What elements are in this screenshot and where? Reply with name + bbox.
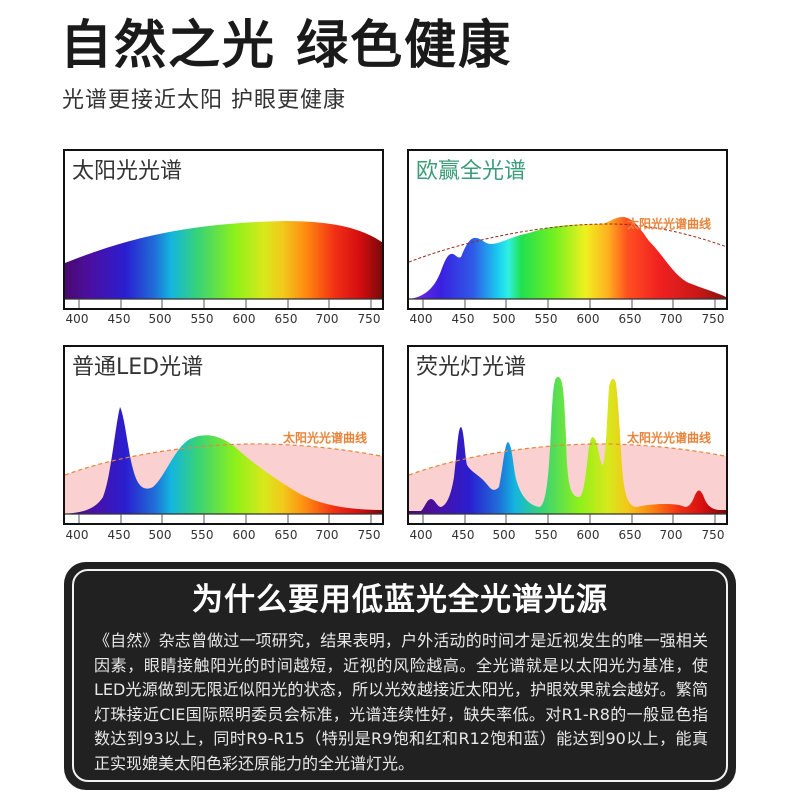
- info-body: 《自然》杂志曾做过一项研究，结果表明，户外活动的时间才是近视发生的唯一强相关因素…: [94, 631, 708, 773]
- x-axis-ticks: 400 450 500 550 600 650 700 750: [409, 528, 725, 542]
- fluorescent-spectrum-panel: 荧光灯光谱 太阳光光谱曲线: [407, 345, 728, 525]
- info-box-frame: 为什么要用低蓝光全光谱光源 《自然》杂志曾做过一项研究，结果表明，户外活动的时间…: [72, 569, 728, 782]
- x-axis-ticks: 400 450 500 550 600 650 700 750: [65, 528, 381, 542]
- ouying-spectrum-chart: [409, 217, 726, 308]
- led-spectrum-panel: 普通LED光谱 太阳光光谱曲线: [63, 345, 384, 525]
- panel-title: 荧光灯光谱: [416, 355, 527, 380]
- sunlight-spectrum-panel: 太阳光光谱: [63, 149, 384, 310]
- ouying-spectrum-panel: 欧赢全光谱 太阳光光谱曲线: [407, 149, 728, 310]
- panel-title: 普通LED光谱: [72, 355, 204, 380]
- sun-curve-label: 太阳光光谱曲线: [627, 431, 712, 445]
- panel-title: 欧赢全光谱: [416, 159, 527, 184]
- panel-title: 太阳光光谱: [72, 159, 183, 184]
- sun-curve-label: 太阳光光谱曲线: [627, 217, 712, 231]
- x-axis-ticks: 400 450 500 550 600 650 700 750: [65, 312, 381, 326]
- sunlight-spectrum-chart: [65, 221, 382, 308]
- info-box: 为什么要用低蓝光全光谱光源 《自然》杂志曾做过一项研究，结果表明，户外活动的时间…: [64, 562, 736, 790]
- page-subtitle: 光谱更接近太阳 护眼更健康: [62, 88, 346, 113]
- fluorescent-spectrum-chart: [409, 377, 726, 523]
- page-title: 自然之光 绿色健康: [60, 16, 513, 76]
- x-axis-ticks: 400 450 500 550 600 650 700 750: [409, 312, 725, 326]
- info-title: 为什么要用低蓝光全光谱光源: [192, 582, 608, 618]
- led-spectrum-chart: [65, 407, 382, 523]
- sun-curve-label: 太阳光光谱曲线: [283, 431, 368, 445]
